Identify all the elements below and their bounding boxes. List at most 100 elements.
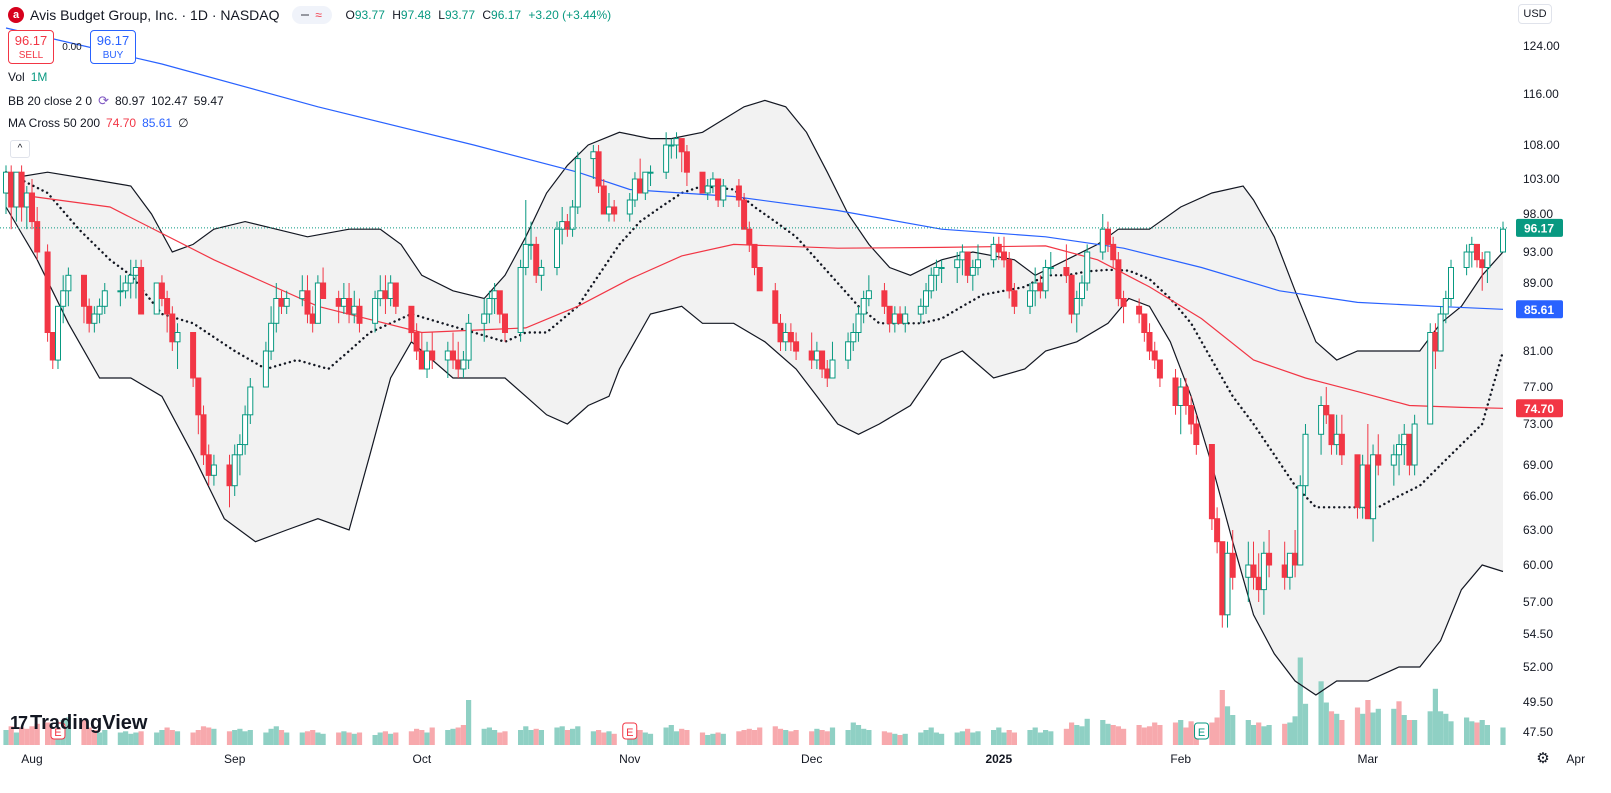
buy-button[interactable]: 96.17 BUY bbox=[90, 30, 136, 64]
settings-gear-icon[interactable]: ⚙ bbox=[1536, 750, 1550, 767]
volume-bar bbox=[783, 730, 789, 745]
volume-bar bbox=[190, 732, 196, 745]
currency-button[interactable]: USD bbox=[1518, 4, 1552, 24]
candle-body bbox=[1318, 405, 1325, 435]
volume-bar bbox=[1360, 713, 1366, 746]
candle-body bbox=[808, 350, 815, 361]
candle-body bbox=[60, 290, 67, 307]
candle-body bbox=[278, 298, 285, 307]
candle-body bbox=[886, 305, 893, 324]
volume-bar bbox=[1100, 720, 1106, 745]
volume-bar bbox=[1032, 727, 1038, 745]
candle-body bbox=[631, 178, 638, 201]
symbol-status-pill[interactable]: ≈ bbox=[291, 6, 332, 24]
candle-body bbox=[787, 332, 794, 343]
candle-body bbox=[1479, 259, 1486, 269]
candle-body bbox=[1437, 313, 1444, 352]
candle-body bbox=[917, 305, 924, 315]
volume-bar bbox=[460, 725, 466, 745]
volume-bar bbox=[1339, 720, 1345, 745]
volume-bar bbox=[372, 735, 378, 745]
x-tick-label: Nov bbox=[619, 752, 640, 766]
candle-body bbox=[262, 350, 269, 388]
candle-body bbox=[647, 171, 654, 174]
volume-bar bbox=[1079, 726, 1085, 746]
candle-body bbox=[190, 332, 197, 379]
ma-cross-legend[interactable]: MA Cross 50 200 74.70 85.61 ∅ bbox=[8, 116, 189, 130]
volume-bar bbox=[528, 730, 534, 745]
volume-bar bbox=[923, 730, 929, 745]
volume-bar bbox=[299, 732, 305, 745]
volume-bar bbox=[1178, 720, 1184, 745]
candle-body bbox=[1370, 454, 1377, 520]
candle-body bbox=[533, 243, 540, 276]
tradingview-logo: 17 TradingView bbox=[10, 712, 147, 735]
candle-body bbox=[709, 178, 716, 187]
candle-body bbox=[226, 464, 233, 487]
candle-body bbox=[465, 322, 472, 361]
volume-bar bbox=[1074, 725, 1080, 745]
volume-bar bbox=[590, 731, 596, 746]
ohlc-open-value: 93.77 bbox=[354, 8, 385, 22]
candle-body bbox=[18, 171, 25, 208]
y-tick-label: 52.00 bbox=[1523, 660, 1553, 674]
candle-body bbox=[782, 332, 789, 343]
bb-basis-value: 80.97 bbox=[114, 94, 145, 108]
volume-bar bbox=[1287, 722, 1293, 745]
volume-bar bbox=[772, 726, 778, 746]
symbol-title[interactable]: Avis Budget Group, Inc. · 1D · NASDAQ bbox=[30, 7, 280, 23]
candle-body bbox=[1359, 464, 1366, 508]
candle-body bbox=[13, 171, 20, 208]
y-tick-label: 93.00 bbox=[1523, 245, 1553, 259]
candle-body bbox=[663, 144, 670, 173]
volume-bar bbox=[1375, 708, 1381, 746]
candle-body bbox=[1032, 282, 1039, 292]
volume-bar bbox=[45, 722, 51, 745]
volume-bar bbox=[34, 723, 40, 746]
volume-bar bbox=[829, 727, 836, 745]
y-tick-label: 60.00 bbox=[1523, 558, 1553, 572]
volume-bar bbox=[1266, 725, 1272, 745]
volume-bar bbox=[195, 730, 201, 745]
candle-body bbox=[158, 282, 165, 299]
volume-legend[interactable]: Vol 1M bbox=[8, 70, 47, 84]
candle-body bbox=[1448, 267, 1454, 299]
bb-basis-line bbox=[4, 171, 1505, 509]
candle-body bbox=[995, 243, 1002, 253]
volume-bar bbox=[1282, 723, 1288, 746]
candle-body bbox=[746, 228, 753, 245]
candle-body bbox=[91, 313, 98, 324]
candle-body bbox=[1105, 228, 1111, 245]
minus-icon bbox=[301, 14, 310, 16]
candle-body bbox=[1151, 350, 1158, 361]
sell-button[interactable]: 96.17 SELL bbox=[8, 30, 54, 64]
volume-bar bbox=[746, 728, 752, 746]
candle-body bbox=[382, 290, 389, 300]
volume-bar bbox=[518, 730, 524, 745]
candle-body bbox=[460, 359, 467, 370]
candle-body bbox=[855, 313, 862, 333]
volume-bar bbox=[881, 731, 887, 746]
volume-bar bbox=[1391, 708, 1397, 746]
volume-bar bbox=[673, 731, 680, 746]
ma-cross-label: MA Cross 50 200 bbox=[8, 116, 101, 130]
candle-body bbox=[1047, 267, 1054, 269]
candle-body bbox=[1406, 433, 1413, 466]
bb-legend[interactable]: BB 20 close 2 0 ⟳ 80.97 102.47 59.47 bbox=[8, 93, 224, 109]
volume-bar bbox=[1027, 730, 1033, 745]
volume-bar bbox=[1011, 732, 1017, 745]
ohlc-low-key: L bbox=[438, 8, 445, 22]
candle-body bbox=[1375, 454, 1382, 466]
volume-bar bbox=[1328, 711, 1335, 746]
candle-body bbox=[205, 454, 212, 476]
candle-body bbox=[3, 171, 9, 194]
candle-body bbox=[335, 298, 342, 307]
volume-bar bbox=[902, 733, 908, 746]
collapse-legend-button[interactable]: ^ bbox=[10, 140, 30, 158]
candle-body bbox=[938, 267, 945, 269]
volume-bar bbox=[211, 728, 217, 746]
volume-bar bbox=[1370, 712, 1376, 745]
volume-bar bbox=[320, 733, 326, 746]
candle-body bbox=[169, 313, 176, 343]
